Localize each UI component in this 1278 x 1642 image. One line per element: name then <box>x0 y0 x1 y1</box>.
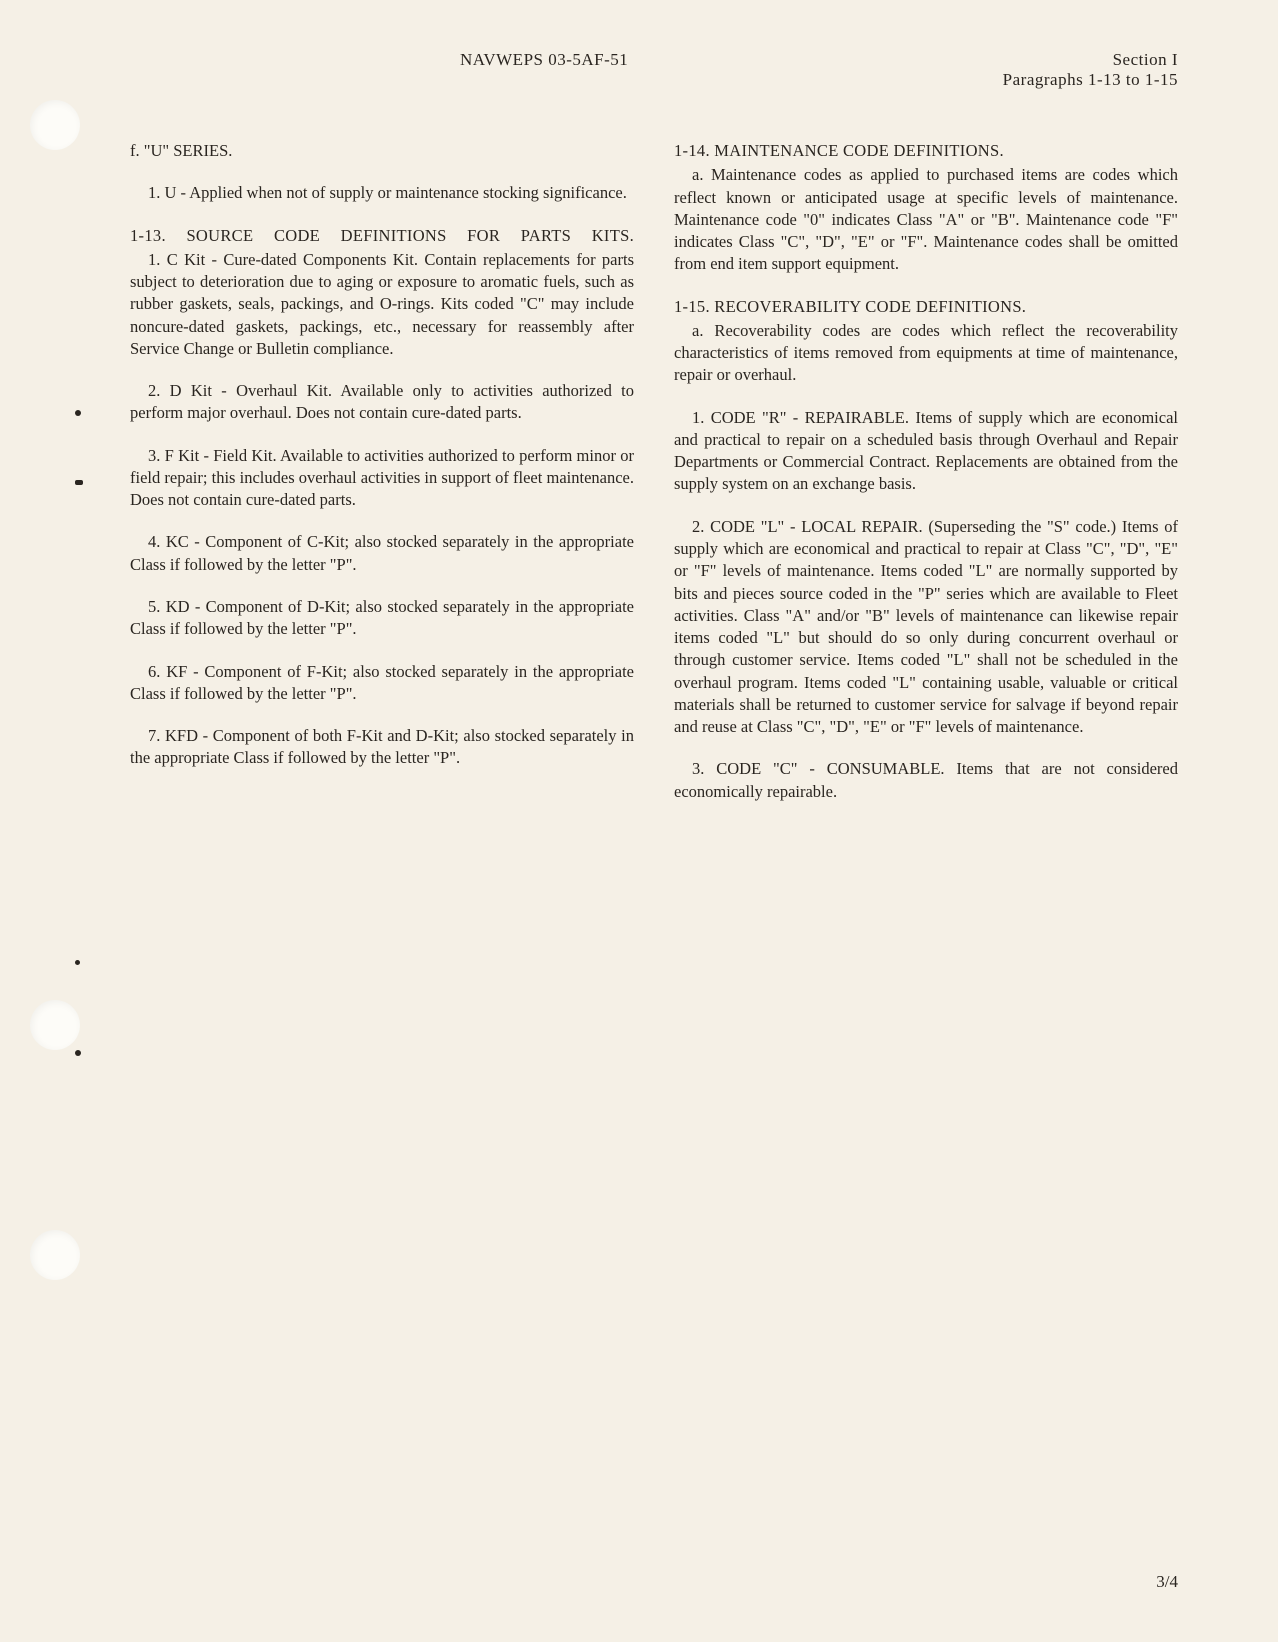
kit-c: 1. C Kit - Cure-dated Components Kit. Co… <box>130 249 634 360</box>
kit-d: 2. D Kit - Overhaul Kit. Available only … <box>130 380 634 425</box>
kit-kd: 5. KD - Component of D-Kit; also stocked… <box>130 596 634 641</box>
document-number: NAVWEPS 03-5AF-51 <box>460 50 628 90</box>
heading-1-14: 1-14. MAINTENANCE CODE DEFINITIONS. <box>674 140 1178 162</box>
page-number: 3/4 <box>1156 1572 1178 1592</box>
para-1-14-a: a. Maintenance codes as applied to purch… <box>674 164 1178 275</box>
hole-punch <box>30 1000 80 1050</box>
page-header: NAVWEPS 03-5AF-51 Section I Paragraphs 1… <box>130 50 1178 90</box>
heading-1-15: 1-15. RECOVERABILITY CODE DEFINITIONS. <box>674 296 1178 318</box>
code-c: 3. CODE "C" - CONSUMABLE. Items that are… <box>674 758 1178 803</box>
series-f-heading: f. "U" SERIES. <box>130 140 634 162</box>
section-label: Section I <box>1003 50 1178 70</box>
artifact-dot <box>75 1050 81 1056</box>
content-columns: f. "U" SERIES. 1. U - Applied when not o… <box>130 140 1178 823</box>
paragraph-range: Paragraphs 1-13 to 1-15 <box>1003 70 1178 90</box>
hole-punch <box>30 100 80 150</box>
hole-punch <box>30 1230 80 1280</box>
para-1-15-a: a. Recoverability codes are codes which … <box>674 320 1178 387</box>
u-series-item: 1. U - Applied when not of supply or mai… <box>130 182 634 204</box>
kit-kf: 6. KF - Component of F-Kit; also stocked… <box>130 661 634 706</box>
code-r: 1. CODE "R" - REPAIRABLE. Items of suppl… <box>674 407 1178 496</box>
artifact-dot <box>75 960 80 965</box>
right-column: 1-14. MAINTENANCE CODE DEFINITIONS. a. M… <box>674 140 1178 823</box>
code-l: 2. CODE "L" - LOCAL REPAIR. (Superseding… <box>674 516 1178 739</box>
kit-f: 3. F Kit - Field Kit. Available to activ… <box>130 445 634 512</box>
kit-kfd: 7. KFD - Component of both F-Kit and D-K… <box>130 725 634 770</box>
left-column: f. "U" SERIES. 1. U - Applied when not o… <box>130 140 634 823</box>
artifact-dot <box>75 480 83 485</box>
heading-1-13: 1-13. SOURCE CODE DEFINITIONS FOR PARTS … <box>130 225 634 247</box>
kit-kc: 4. KC - Component of C-Kit; also stocked… <box>130 531 634 576</box>
header-right: Section I Paragraphs 1-13 to 1-15 <box>1003 50 1178 90</box>
artifact-dot <box>75 410 81 416</box>
